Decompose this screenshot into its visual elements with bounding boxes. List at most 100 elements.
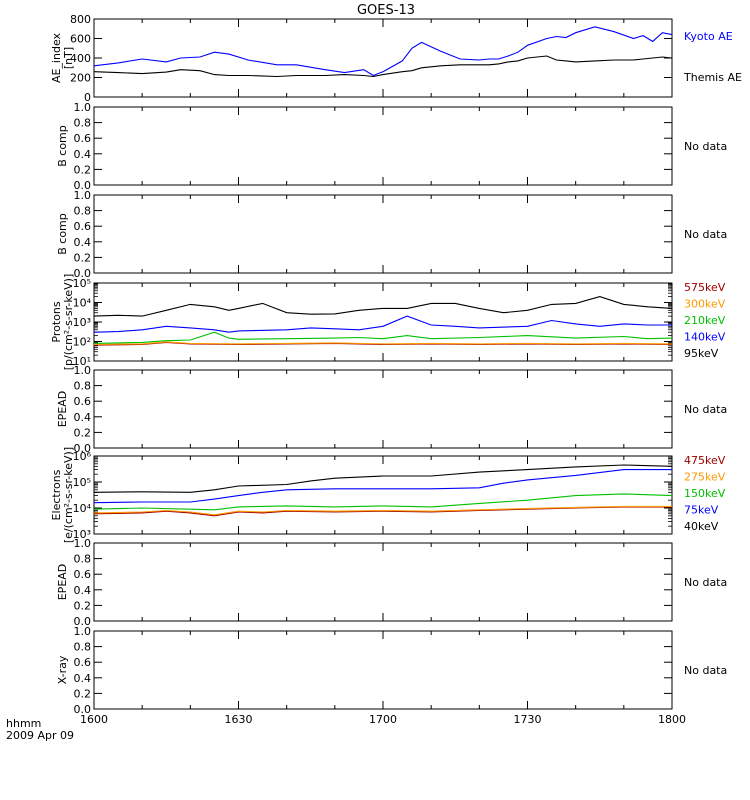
x-tick-label: 1800 [658, 713, 686, 726]
y-tick-label: 0.4 [74, 148, 92, 161]
y-axis-label: EPEAD [56, 564, 69, 601]
panel-bcomp2: 0.0 0.2 0.4 0.6 0.8 1.0 B comp No data [56, 189, 727, 280]
legend-entry: Themis AE [683, 71, 742, 84]
y-tick-label: 0.2 [74, 426, 92, 439]
chart-title: GOES-13 [357, 3, 415, 18]
legend-entry: Kyoto AE [684, 30, 733, 43]
y-tick-label: 10³ [73, 316, 91, 329]
panel-epead_e: 0.0 0.2 0.4 0.6 0.8 1.0 EPEAD No data [56, 537, 727, 628]
legend-entry: 150keV [684, 487, 726, 500]
no-data-label: No data [684, 228, 727, 241]
y-tick-label: 0.6 [74, 656, 92, 669]
legend-entry: 210keV [684, 314, 726, 327]
y-tick-label: 10² [73, 336, 91, 349]
x-tick-label: 1600 [80, 713, 108, 726]
y-axis-label: [nT] [62, 47, 75, 69]
y-tick-label: 10⁶ [73, 450, 92, 463]
y-tick-label: 0.0 [74, 267, 92, 280]
x-axis-label-date: 2009 Apr 09 [6, 729, 74, 742]
y-tick-label: 1.0 [74, 625, 92, 638]
legend-entry: 575keV [684, 281, 726, 294]
y-axis-label: B comp [56, 213, 69, 255]
y-tick-label: 600 [70, 33, 91, 46]
y-axis-label: EPEAD [56, 391, 69, 428]
series-line-140kev [93, 315, 672, 333]
series-line-210kev [93, 331, 673, 344]
no-data-label: No data [684, 140, 727, 153]
panel-electrons: 10³ 10⁴ 10⁵ 10⁶ Electrons [e/(cm²-s-sr-keV)] 4… [50, 447, 726, 543]
y-axis-label: B comp [56, 125, 69, 167]
panel-protons: 10¹ 10² 10³ 10⁴ 10⁵ Protons [p/(cm²-s-sr-keV)]… [50, 274, 726, 371]
x-tick-label: 1730 [514, 713, 542, 726]
panel-epead_p: 0.0 0.2 0.4 0.6 0.8 1.0 EPEAD No data [56, 364, 727, 455]
y-tick-label: 0.8 [74, 380, 92, 393]
y-tick-label: 10¹ [73, 355, 91, 368]
no-data-label: No data [684, 576, 727, 589]
y-tick-label: 0.4 [74, 236, 92, 249]
x-tick-label: 1630 [225, 713, 253, 726]
legend-entry: 95keV [684, 347, 719, 360]
panel-frame [93, 282, 673, 362]
y-axis-label: X-ray [56, 655, 69, 684]
y-axis-label: AE_index [50, 32, 63, 83]
y-tick-label: 1.0 [74, 101, 92, 114]
y-tick-label: 0.2 [74, 599, 92, 612]
y-tick-label: 10⁵ [73, 277, 91, 290]
y-tick-label: 10⁴ [73, 297, 92, 310]
panel-frame [93, 542, 673, 622]
panel-ae: 0 200 400 600 800 AE_index [nT] Kyoto AE Themis … [50, 13, 742, 104]
y-axis-label: Electrons [50, 469, 63, 520]
y-tick-label: 0.8 [74, 117, 92, 130]
panel-frame [93, 194, 673, 274]
series-line-475kev [93, 506, 672, 517]
series-line-275kev [93, 505, 672, 516]
series-line-kyoto-ae [93, 26, 673, 77]
y-tick-label: 0.6 [74, 132, 92, 145]
y-tick-label: 0.4 [74, 672, 92, 685]
series-line-40kev [93, 464, 673, 493]
y-tick-label: 0.8 [74, 205, 92, 218]
y-tick-label: 0.4 [74, 584, 92, 597]
y-tick-label: 0.4 [74, 411, 92, 424]
y-axis-label: [p/(cm²-s-sr-keV)] [62, 274, 75, 371]
panel-xray: 0.0 0.2 0.4 0.6 0.8 1.0 X-ray No data 1600 1630 17… [56, 625, 727, 726]
y-tick-label: 0.0 [74, 442, 92, 455]
y-tick-label: 0.2 [74, 687, 92, 700]
legend-entry: 475keV [684, 454, 726, 467]
legend-entry: 75keV [684, 504, 719, 517]
y-tick-label: 10⁴ [73, 502, 92, 515]
y-tick-label: 0.8 [74, 641, 92, 654]
y-tick-label: 1.0 [74, 537, 92, 550]
y-axis-label: Protons [50, 301, 63, 342]
legend-entry: 300keV [684, 298, 726, 311]
y-tick-label: 0.6 [74, 395, 92, 408]
panel-frame [93, 369, 673, 449]
y-tick-label: 1.0 [74, 364, 92, 377]
series-line-95kev [93, 296, 673, 317]
y-tick-label: 0.6 [74, 568, 92, 581]
panel-bcomp1: 0.0 0.2 0.4 0.6 0.8 1.0 B comp No data [56, 101, 727, 192]
series-line-150kev [93, 493, 673, 511]
series-line-75kev [93, 469, 672, 504]
y-tick-label: 0.0 [74, 179, 92, 192]
panel-frame [93, 630, 673, 710]
no-data-label: No data [684, 664, 727, 677]
x-tick-label: 1700 [369, 713, 397, 726]
legend-entry: 40keV [684, 520, 719, 533]
series-line-300kev [93, 341, 673, 346]
legend-entry: 275keV [684, 471, 726, 484]
y-axis-label: [e/(cm²-s-sr-keV)] [62, 447, 75, 543]
x-axis-label-hhmm: hhmm [6, 717, 41, 730]
y-tick-label: 800 [70, 13, 91, 26]
series-line-themis-ae [93, 55, 673, 78]
y-tick-label: 10³ [73, 528, 91, 541]
y-tick-label: 0.8 [74, 553, 92, 566]
y-tick-label: 0.0 [74, 703, 92, 716]
legend-entry: 140keV [684, 331, 726, 344]
y-tick-label: 10⁵ [73, 476, 91, 489]
y-tick-label: 400 [70, 52, 91, 65]
y-tick-label: 0.6 [74, 220, 92, 233]
y-tick-label: 1.0 [74, 189, 92, 202]
y-tick-label: 0.2 [74, 163, 92, 176]
